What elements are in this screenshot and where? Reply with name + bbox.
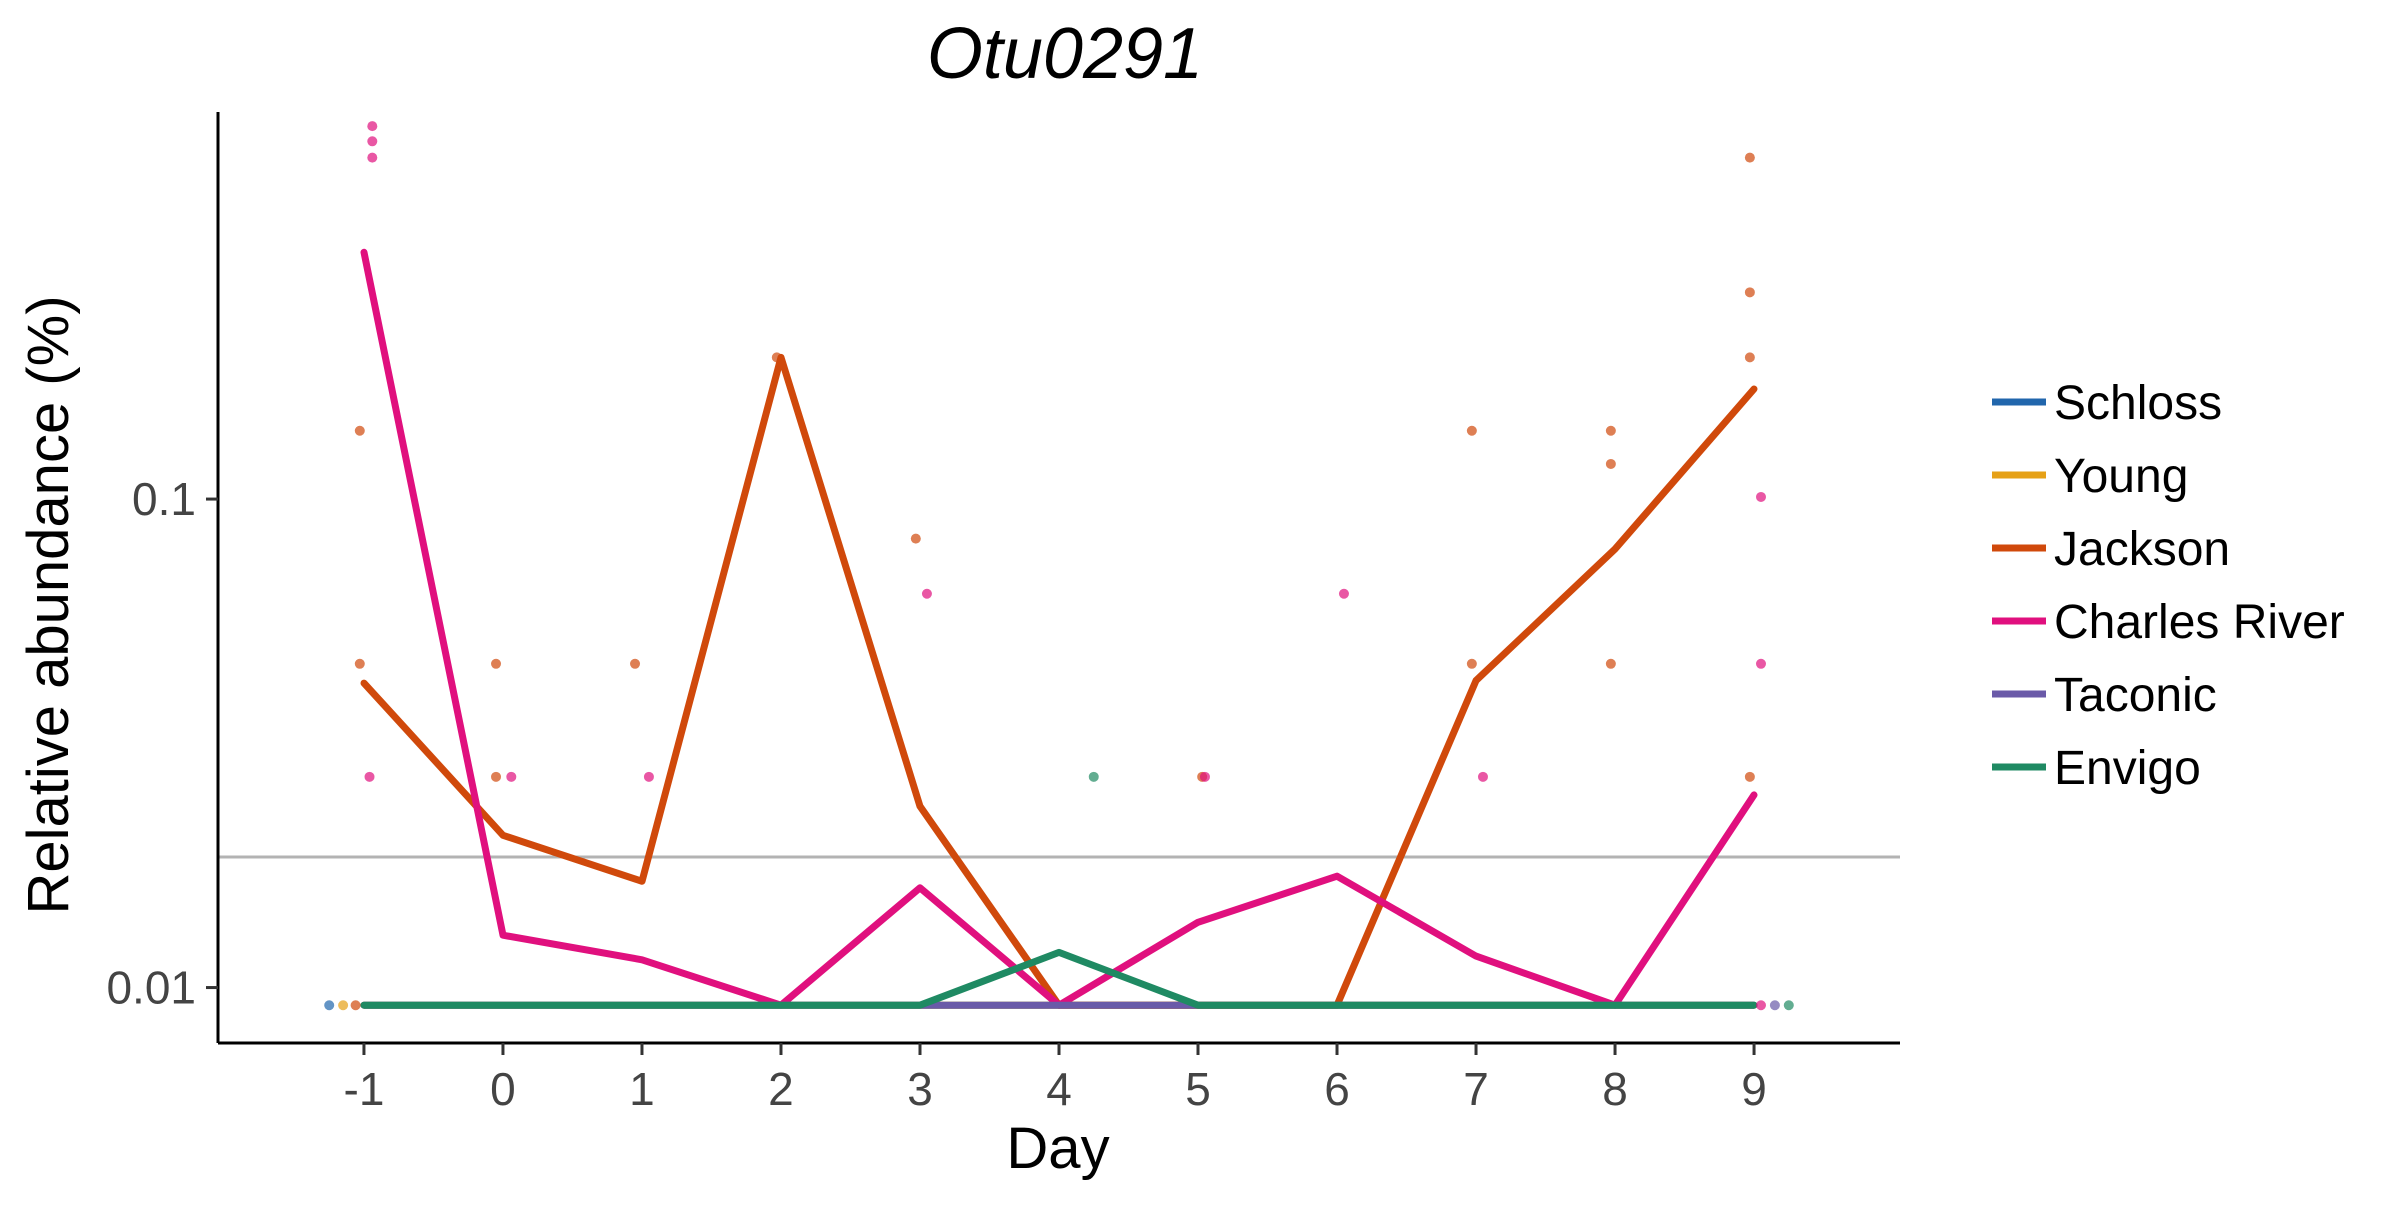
data-point-jackson: [1605, 658, 1616, 669]
data-point-jackson: [491, 658, 502, 669]
data-point-jackson: [1744, 287, 1755, 298]
data-point-charles-river: [921, 588, 932, 599]
x-tick-label: 7: [1463, 1063, 1489, 1115]
series-line-charles-river: [360, 248, 1758, 1009]
data-point-charles-river: [367, 121, 378, 132]
data-point-jackson: [491, 771, 502, 782]
data-point-jackson: [1744, 152, 1755, 163]
data-point-jackson: [771, 352, 782, 363]
data-point-young: [338, 1000, 349, 1011]
x-tick-label: 2: [768, 1063, 794, 1115]
data-point-charles-river: [1477, 771, 1488, 782]
data-point-jackson: [1605, 458, 1616, 469]
data-point-charles-river: [1199, 771, 1210, 782]
data-point-jackson: [1744, 771, 1755, 782]
data-point-jackson: [1466, 425, 1477, 436]
series-line-jackson: [360, 353, 1758, 1009]
series-line-envigo: [360, 948, 1758, 1009]
x-tick-label: 0: [490, 1063, 516, 1115]
x-axis-title: Day: [1006, 1116, 1109, 1181]
data-points-layer: [324, 121, 1794, 1011]
chart-title: Otu0291: [927, 14, 1203, 94]
data-point-envigo: [1088, 771, 1099, 782]
data-point-jackson: [630, 658, 641, 669]
data-point-jackson: [910, 533, 921, 544]
series-lines-layer: [360, 248, 1758, 1009]
x-tick-label: 3: [907, 1063, 933, 1115]
x-tick-label: 5: [1185, 1063, 1211, 1115]
axes-layer: -1 0 1 2 3 4 5 6 7 8 9 0.01 0.1: [106, 112, 1900, 1115]
data-point-jackson: [1466, 658, 1477, 669]
x-tick-label: 8: [1602, 1063, 1628, 1115]
data-point-charles-river: [1338, 588, 1349, 599]
data-point-taconic: [1769, 1000, 1780, 1011]
x-tick-label: -1: [344, 1063, 385, 1115]
data-point-charles-river: [1755, 1000, 1766, 1011]
data-point-charles-river: [1755, 658, 1766, 669]
x-tick-label: 9: [1741, 1063, 1767, 1115]
legend-label-schloss: Schloss: [2054, 377, 2222, 430]
data-point-jackson: [1605, 425, 1616, 436]
data-point-charles-river: [367, 152, 378, 163]
legend: Schloss Young Jackson Charles River Taconic E…: [1992, 377, 2345, 795]
data-point-jackson: [1744, 352, 1755, 363]
data-point-charles-river: [364, 771, 375, 782]
x-tick-label: 1: [629, 1063, 655, 1115]
data-point-jackson: [354, 658, 365, 669]
y-tick-label: 0.1: [132, 473, 196, 525]
data-point-envigo: [1783, 1000, 1794, 1011]
data-point-charles-river: [643, 771, 654, 782]
data-point-schloss: [324, 1000, 335, 1011]
legend-label-charles-river: Charles River: [2054, 596, 2345, 649]
data-point-charles-river: [1755, 491, 1766, 502]
data-point-jackson: [354, 425, 365, 436]
data-point-jackson: [350, 1000, 361, 1011]
legend-label-jackson: Jackson: [2054, 523, 2230, 576]
legend-label-young: Young: [2054, 450, 2188, 503]
y-axis-title: Relative abundance (%): [16, 295, 81, 914]
y-tick-label: 0.01: [106, 962, 196, 1014]
legend-label-taconic: Taconic: [2054, 669, 2217, 722]
data-point-charles-river: [367, 136, 378, 147]
x-tick-label: 4: [1046, 1063, 1072, 1115]
data-point-charles-river: [506, 771, 517, 782]
x-tick-label: 6: [1324, 1063, 1350, 1115]
legend-label-envigo: Envigo: [2054, 742, 2201, 795]
